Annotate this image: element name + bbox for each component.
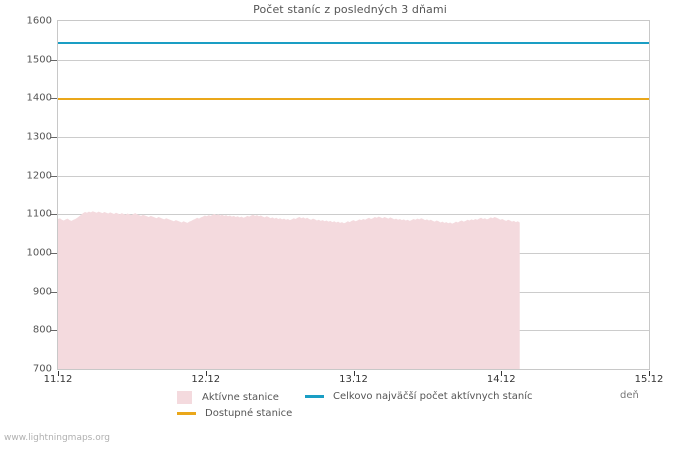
series-celkovo-najvacsi-pocet [58, 42, 649, 44]
x-axis-tick-label: 14.12 [486, 374, 516, 385]
y-axis-tick-mark [51, 253, 57, 254]
y-axis-tick-mark [51, 292, 57, 293]
x-axis-tick-mark [354, 371, 355, 376]
x-axis-tick-label: 12.12 [191, 374, 221, 385]
y-axis-tick-label: 900 [32, 286, 52, 298]
series-aktivne-stanice [58, 211, 520, 369]
legend-item-celkovo-najvacsi: Celkovo najväčší počet aktívnych staníc [305, 391, 533, 402]
legend-item-dostupne-stanice: Dostupné stanice [177, 408, 292, 419]
legend-label: Aktívne stanice [202, 392, 279, 403]
chart-legend: Aktívne stanice Dostupné stanice Celkovo… [0, 391, 700, 431]
x-axis-title: deň [620, 390, 639, 401]
y-axis-tick-label: 800 [32, 324, 52, 336]
x-axis-tick-mark [649, 371, 650, 376]
gridline [58, 60, 649, 61]
legend-label: Dostupné stanice [205, 408, 293, 419]
x-axis-tick-label: 13.12 [339, 374, 368, 385]
y-axis-tick-mark [51, 60, 57, 61]
gridline [58, 137, 649, 138]
legend-swatch-line-icon [177, 412, 196, 415]
y-axis-tick-label: 1000 [26, 247, 52, 259]
legend-swatch-line-icon [305, 395, 324, 398]
x-axis-tick-label: 11.12 [43, 374, 73, 385]
y-axis-title: Počet [0, 186, 4, 215]
gridline [58, 214, 649, 215]
y-axis-tick-label: 1600 [26, 15, 52, 27]
y-axis-tick-label: 1500 [26, 54, 52, 66]
y-axis-tick-label: 1300 [26, 131, 52, 143]
y-axis-tick-mark [51, 176, 57, 177]
y-axis-tick-label: 1100 [26, 208, 52, 220]
x-axis-tick-label: 15.12 [634, 374, 664, 385]
legend-swatch-area-icon [177, 391, 192, 404]
x-axis-tick-mark [501, 371, 502, 376]
legend-label: Celkovo najväčší počet aktívnych staníc [333, 391, 533, 402]
x-axis-tick-mark [206, 371, 207, 376]
plot-area [57, 20, 650, 370]
legend-item-aktivne-stanice: Aktívne stanice [177, 391, 279, 404]
gridline [58, 176, 649, 177]
chart-title: Počet staníc z posledných 3 dňami [253, 3, 447, 16]
y-axis-tick-label: 1200 [26, 170, 52, 182]
series-dostupne-stanice [58, 98, 649, 100]
y-axis-tick-mark [51, 214, 57, 215]
area-series-path [58, 211, 520, 369]
y-axis-tick-mark [51, 137, 57, 138]
y-axis-tick-mark [51, 98, 57, 99]
y-axis-tick-label: 1400 [26, 92, 52, 104]
y-axis-tick-mark [51, 330, 57, 331]
watermark: www.lightningmaps.org [4, 433, 110, 443]
x-axis-tick-mark [58, 371, 59, 376]
y-axis-tick-label: 700 [32, 363, 52, 375]
